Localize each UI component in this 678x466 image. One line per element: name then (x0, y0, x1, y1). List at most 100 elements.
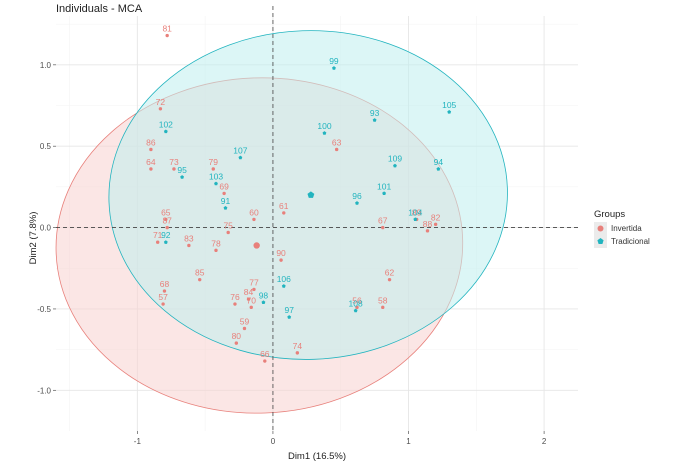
point-label-78: 78 (211, 238, 221, 248)
point-label-69: 69 (219, 181, 229, 191)
chart-title: Individuals - MCA (56, 3, 143, 15)
confidence-ellipses (55, 30, 508, 414)
point-66 (263, 359, 267, 363)
point-62 (387, 277, 392, 282)
point-label-89: 89 (412, 207, 422, 217)
x-axis-title: Dim1 (16.5%) (288, 451, 346, 462)
legend-entry-tradicional: Tradicional (594, 235, 650, 248)
y-tick-label: 0.0 (40, 224, 52, 233)
point-label-82: 82 (431, 212, 441, 222)
legend-label-invertida: Invertida (611, 224, 642, 233)
x-tick-label: 0 (271, 437, 276, 446)
legend-label-tradicional: Tradicional (611, 237, 650, 246)
point-86 (149, 147, 153, 152)
centroid-tradicional (307, 191, 315, 198)
point-label-70: 70 (247, 295, 257, 305)
point-88 (425, 229, 430, 233)
legend-pentagon-icon (597, 238, 604, 244)
point-label-77: 77 (249, 277, 259, 287)
point-83 (187, 243, 191, 248)
point-69 (222, 191, 226, 196)
point-label-71: 71 (153, 230, 163, 240)
point-label-95: 95 (177, 165, 187, 175)
point-label-91: 91 (221, 196, 231, 206)
point-65 (164, 217, 168, 222)
point-label-99: 99 (329, 56, 339, 66)
point-label-72: 72 (156, 97, 166, 107)
point-82 (433, 222, 438, 227)
point-93 (372, 118, 377, 122)
point-85 (198, 277, 202, 282)
point-label-61: 61 (279, 201, 289, 211)
axes: -1 0 1 2 -1.0 -0.5 0.0 0.5 1.0 (37, 61, 547, 446)
point-label-102: 102 (159, 120, 173, 130)
y-tick-label: 1.0 (40, 61, 52, 70)
legend-entry-invertida: Invertida (594, 222, 642, 235)
point-label-103: 103 (209, 172, 223, 182)
point-84 (246, 297, 251, 301)
legend-dot-icon (597, 225, 604, 232)
point-label-80: 80 (232, 331, 242, 341)
point-label-64: 64 (146, 157, 156, 167)
point-label-59: 59 (240, 316, 250, 326)
point-98 (261, 300, 266, 305)
point-label-87: 87 (162, 216, 172, 226)
point-78 (214, 248, 218, 253)
point-61 (282, 211, 286, 215)
point-91 (223, 206, 228, 210)
point-label-104: 104 (408, 207, 422, 217)
point-label-93: 93 (370, 108, 380, 118)
point-label-75: 75 (223, 220, 233, 230)
point-label-58: 58 (378, 295, 388, 305)
point-label-76: 76 (230, 292, 240, 302)
point-label-88: 88 (423, 219, 433, 229)
point-108 (353, 308, 358, 313)
x-tick-label: 1 (406, 437, 411, 446)
point-59 (242, 326, 247, 331)
point-label-85: 85 (195, 268, 205, 278)
centroid-invertida (253, 242, 260, 249)
point-95 (180, 175, 184, 179)
point-label-79: 79 (209, 157, 219, 167)
x-tick-label: -1 (134, 437, 142, 446)
point-60 (252, 217, 256, 222)
point-107 (238, 155, 243, 160)
reference-lines (56, 6, 578, 431)
point-label-109: 109 (388, 154, 402, 164)
point-71 (155, 240, 160, 244)
y-tick-label: 0.5 (40, 142, 52, 151)
point-label-101: 101 (377, 181, 391, 191)
point-label-98: 98 (259, 290, 269, 300)
point-label-108: 108 (349, 299, 363, 309)
point-96 (355, 201, 359, 205)
point-87 (165, 225, 169, 230)
point-label-56: 56 (352, 295, 362, 305)
point-label-68: 68 (160, 279, 170, 289)
point-101 (382, 191, 387, 196)
point-label-94: 94 (434, 157, 444, 167)
y-tick-label: -0.5 (37, 305, 51, 314)
point-label-66: 66 (260, 349, 270, 359)
point-label-81: 81 (162, 24, 172, 34)
point-74 (295, 351, 300, 355)
legend: Groups Invertida Tradicional (594, 209, 650, 248)
point-81 (165, 33, 169, 38)
point-97 (287, 315, 292, 319)
point-label-63: 63 (332, 137, 342, 147)
point-label-97: 97 (284, 305, 294, 315)
point-99 (332, 66, 336, 70)
legend-title: Groups (594, 209, 625, 220)
point-90 (279, 258, 283, 262)
point-label-74: 74 (293, 341, 303, 351)
point-label-62: 62 (385, 268, 395, 278)
point-label-57: 57 (158, 292, 168, 302)
point-72 (158, 107, 163, 111)
point-63 (334, 147, 339, 152)
point-104 (413, 217, 418, 222)
point-67 (381, 225, 385, 230)
point-79 (211, 167, 215, 171)
y-tick-label: -1.0 (37, 386, 51, 395)
point-100 (322, 131, 327, 135)
point-76 (233, 302, 237, 306)
